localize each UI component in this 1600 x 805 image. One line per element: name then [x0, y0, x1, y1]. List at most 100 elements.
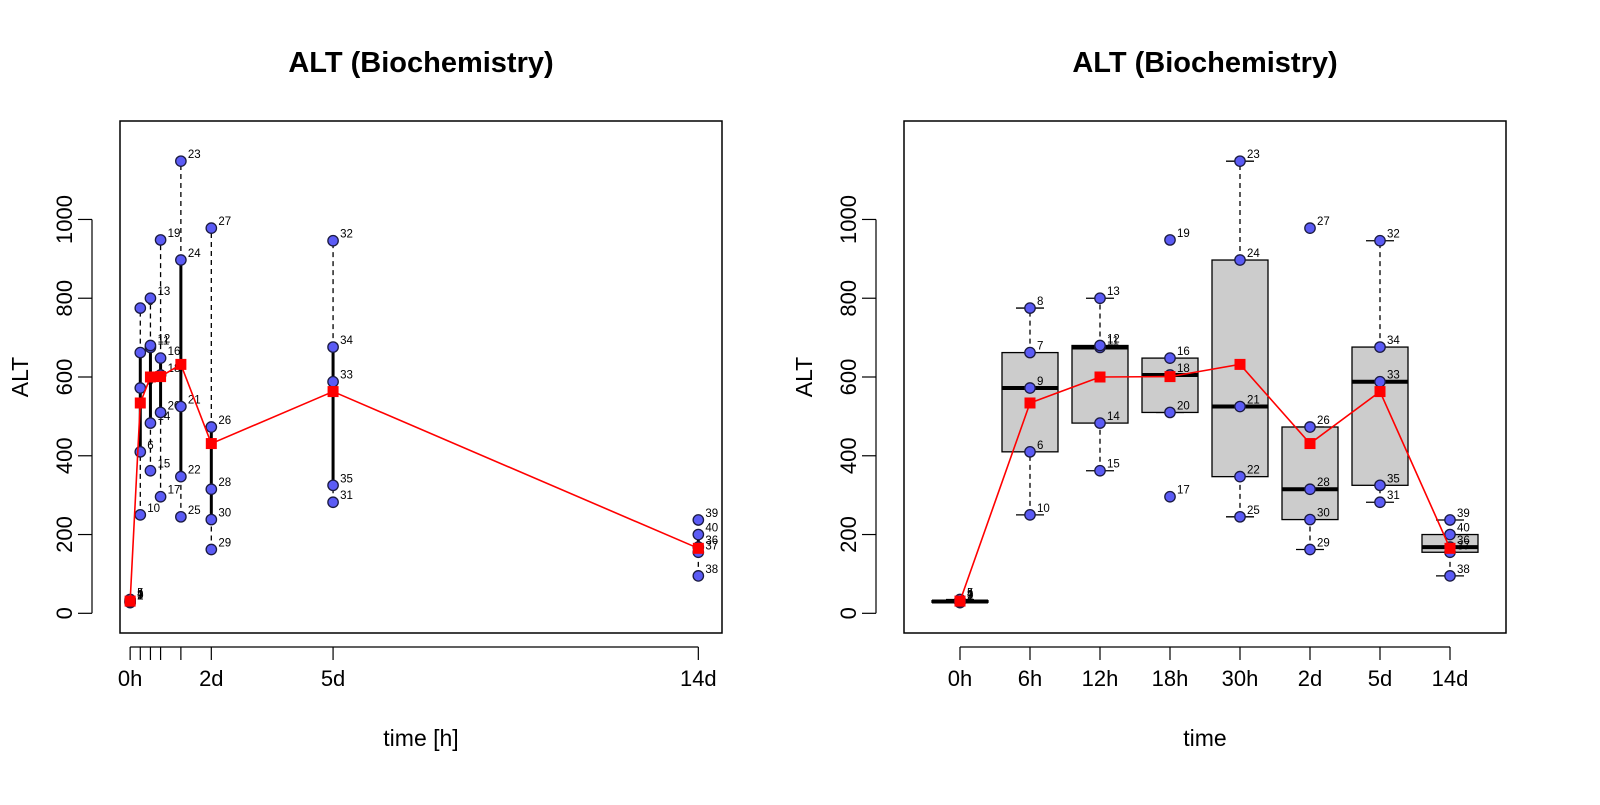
right-y-axis-label: ALT — [791, 357, 817, 397]
right-point-label: 34 — [1387, 335, 1400, 347]
left-point-label: 28 — [218, 477, 231, 489]
right-point-label: 2 — [967, 590, 973, 602]
left-point-label: 22 — [188, 465, 201, 477]
right-data-point — [1304, 421, 1316, 433]
right-data-point — [1234, 254, 1246, 266]
right-mean-marker — [1444, 542, 1456, 554]
left-data-point — [327, 341, 339, 353]
left-point-label: 6 — [147, 440, 153, 452]
right-point-label: 28 — [1317, 477, 1330, 489]
right-data-point — [1164, 406, 1176, 419]
right-point-label: 24 — [1247, 248, 1260, 260]
left-x-axis-label: time [h] — [383, 725, 458, 751]
right-data-point — [1024, 346, 1036, 359]
right-plot-frame — [903, 120, 1507, 634]
right-point-label: 19 — [1177, 228, 1190, 240]
right-data-point — [1234, 400, 1246, 413]
right-data-point — [1444, 528, 1456, 541]
right-mean-marker — [1094, 371, 1106, 383]
left-data-point — [205, 513, 218, 526]
left-data-point — [205, 543, 218, 556]
left-point-label: 11 — [157, 335, 169, 347]
left-point-label: 5 — [137, 588, 143, 600]
left-point-label: 12 — [157, 333, 170, 345]
left-data-point — [154, 234, 167, 246]
right-chart-title: ALT (Biochemistry) — [1072, 47, 1337, 79]
right-data-point — [1374, 479, 1386, 492]
left-mean-marker — [205, 438, 217, 450]
left-point-label: 4 — [137, 589, 144, 601]
left-chart: ALT (Biochemistry) time [h] ALT 0 200 400 6… — [7, 47, 723, 751]
right-data-point — [1094, 292, 1106, 305]
right-point-label: 35 — [1387, 473, 1400, 485]
right-box — [1351, 346, 1409, 486]
left-point-label: 2 — [137, 590, 143, 602]
right-x-axis-label: time — [1183, 725, 1226, 751]
right-y-tick-label: 600 — [836, 359, 861, 396]
right-data-point — [1374, 341, 1386, 353]
left-point-label: 33 — [340, 370, 353, 382]
left-y-tick-label: 400 — [52, 437, 77, 474]
left-data-point — [175, 470, 187, 483]
left-point-label: 36 — [705, 535, 718, 547]
left-y-tick-label: 800 — [52, 280, 77, 317]
left-point-label: 32 — [340, 229, 353, 241]
left-mean-marker — [124, 595, 136, 607]
right-data-point — [1444, 514, 1456, 526]
right-mean-marker — [954, 595, 966, 607]
right-point-label: 29 — [1317, 538, 1330, 550]
right-data-point — [1374, 496, 1386, 509]
left-point-label: 29 — [218, 538, 231, 550]
left-data-point — [327, 479, 339, 492]
right-data-point — [1234, 510, 1246, 523]
left-plot-content: 020040060080010000h2d5d14d12345678910111… — [52, 149, 718, 691]
left-point-label: 40 — [705, 523, 718, 535]
left-point-label: 17 — [168, 485, 181, 497]
left-point-label: 16 — [168, 346, 181, 358]
right-point-label: 15 — [1107, 459, 1120, 471]
left-data-point — [692, 514, 705, 526]
right-point-label: 26 — [1317, 415, 1330, 427]
right-mean-marker — [1304, 438, 1316, 450]
right-data-point — [1094, 464, 1106, 477]
right-mean-marker — [1024, 397, 1036, 409]
right-data-point — [1024, 302, 1036, 314]
right-data-point — [1374, 234, 1386, 247]
left-point-label: 26 — [218, 415, 231, 427]
right-point-label: 39 — [1457, 508, 1470, 520]
right-x-tick-label: 12h — [1082, 666, 1119, 691]
right-point-label: 10 — [1037, 503, 1050, 515]
right-point-label: 9 — [1037, 376, 1043, 388]
left-point-label: 25 — [188, 505, 201, 517]
left-point-label: 24 — [188, 248, 201, 260]
right-data-point — [1024, 445, 1036, 458]
right-y-tick-label: 800 — [836, 280, 861, 317]
left-data-point — [692, 570, 705, 582]
right-data-point — [1094, 417, 1106, 429]
left-data-point — [205, 483, 218, 496]
right-data-point — [1304, 483, 1316, 496]
right-point-label: 16 — [1177, 346, 1190, 358]
left-mean-line — [129, 363, 699, 602]
right-x-tick-label: 18h — [1152, 666, 1189, 691]
right-point-label: 40 — [1457, 523, 1470, 535]
right-point-label: 21 — [1247, 395, 1260, 407]
right-point-label: 22 — [1247, 465, 1260, 477]
left-data-point — [134, 346, 147, 359]
right-point-label: 13 — [1107, 286, 1120, 298]
left-data-point — [154, 352, 167, 364]
left-point-label: 38 — [705, 564, 718, 576]
right-point-label: 33 — [1387, 370, 1400, 382]
left-plot-frame — [119, 120, 723, 634]
right-point-label: 3 — [967, 589, 973, 601]
left-data-point — [144, 292, 157, 305]
right-x-tick-label: 14d — [1432, 666, 1469, 691]
left-data-point — [205, 421, 218, 433]
left-data-point — [175, 254, 187, 266]
left-data-point — [205, 222, 218, 234]
right-box — [1071, 344, 1129, 424]
left-data-point — [144, 417, 157, 429]
right-y-tick-label: 200 — [836, 516, 861, 553]
right-data-point — [1234, 155, 1246, 168]
